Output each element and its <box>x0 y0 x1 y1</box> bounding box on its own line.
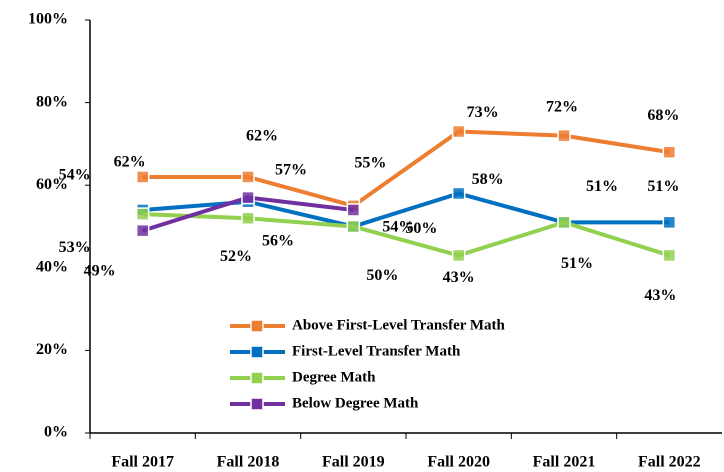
legend-label: Above First-Level Transfer Math <box>292 317 506 333</box>
data-label: 53% <box>59 239 91 256</box>
legend-marker <box>250 371 264 385</box>
data-label: 50% <box>405 220 437 237</box>
marker <box>241 190 255 205</box>
legend-label: First-Level Transfer Math <box>292 343 461 359</box>
legend-marker <box>250 319 264 333</box>
data-label: 56% <box>262 232 294 249</box>
data-label: 51% <box>586 178 618 195</box>
data-label: 51% <box>647 178 679 195</box>
data-label: 73% <box>467 104 499 121</box>
marker <box>451 186 466 201</box>
marker <box>662 215 677 230</box>
marker <box>346 203 361 217</box>
series-line <box>142 212 670 258</box>
marker <box>557 128 571 143</box>
data-label: 54% <box>382 219 414 236</box>
x-tick-label: Fall 2020 <box>427 454 490 471</box>
x-tick-label: Fall 2018 <box>217 454 280 471</box>
marker <box>451 248 466 263</box>
data-label: 43% <box>443 269 475 286</box>
data-label: 57% <box>275 161 307 178</box>
marker <box>557 215 571 230</box>
data-label: 62% <box>246 128 278 145</box>
x-tick-label: Fall 2017 <box>111 454 174 471</box>
data-label: 55% <box>354 155 386 172</box>
y-tick-label: 80% <box>36 93 68 110</box>
x-tick-label: Fall 2021 <box>533 454 596 471</box>
legend-label: Degree Math <box>292 369 376 385</box>
legend-marker <box>250 397 264 411</box>
data-label: 54% <box>59 167 91 184</box>
data-label: 72% <box>546 98 578 115</box>
data-label: 62% <box>114 154 146 171</box>
marker <box>662 145 677 159</box>
y-tick-label: 0% <box>44 424 68 441</box>
y-tick-label: 20% <box>36 341 68 358</box>
legend-label: Below Degree Math <box>292 395 419 411</box>
marker <box>135 223 150 238</box>
marker <box>135 170 150 184</box>
series-line <box>142 129 670 209</box>
legend-marker <box>250 345 264 359</box>
marker <box>451 124 466 139</box>
data-label: 49% <box>84 262 116 279</box>
marker <box>241 170 255 184</box>
y-tick-label: 100% <box>28 11 68 28</box>
data-label: 58% <box>472 171 504 188</box>
x-tick-label: Fall 2022 <box>638 454 701 471</box>
marker <box>346 219 361 234</box>
y-tick-label: 40% <box>36 258 68 275</box>
marker <box>241 211 255 225</box>
marker <box>662 248 677 263</box>
data-label: 43% <box>644 287 676 304</box>
data-label: 68% <box>647 107 679 124</box>
data-label: 50% <box>366 267 398 284</box>
y-tick-label: 60% <box>36 176 68 193</box>
marker <box>135 207 150 221</box>
data-label: 51% <box>561 255 593 272</box>
data-label: 52% <box>220 248 252 265</box>
x-tick-label: Fall 2019 <box>322 454 385 471</box>
